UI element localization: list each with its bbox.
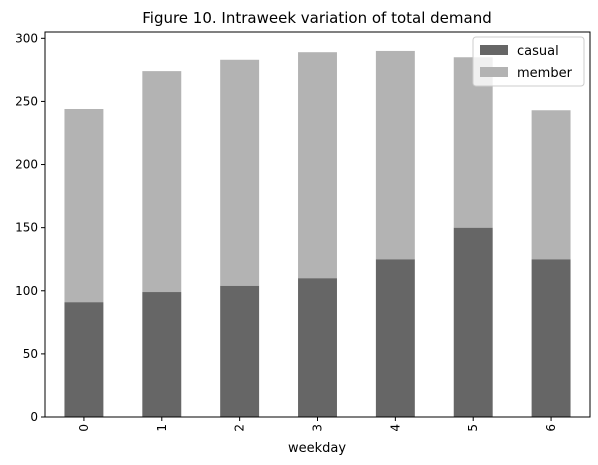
x-tick-label-4: 4 [388, 424, 402, 432]
bar-member-6 [532, 110, 571, 259]
legend: casual member [473, 37, 584, 86]
y-axis: 0 50 100 150 200 250 300 [15, 31, 45, 424]
bar-casual-6 [532, 259, 571, 417]
bar-member-3 [298, 52, 337, 278]
x-axis: 0 1 2 3 4 5 6 [77, 417, 558, 432]
bar-casual-1 [142, 292, 181, 417]
y-tick-label-300: 300 [15, 31, 38, 45]
x-tick-label-2: 2 [233, 424, 247, 432]
y-tick-label-150: 150 [15, 221, 38, 235]
x-tick-label-0: 0 [77, 424, 91, 432]
bar-casual-0 [64, 302, 103, 417]
bar-casual-2 [220, 286, 259, 417]
bar-casual-5 [454, 228, 493, 417]
legend-label-casual: casual [517, 44, 559, 59]
y-tick-label-200: 200 [15, 158, 38, 172]
x-tick-label-1: 1 [155, 424, 169, 432]
plot-area [45, 32, 590, 417]
x-tick-label-6: 6 [544, 424, 558, 432]
x-axis-label: weekday [288, 441, 346, 456]
y-tick-label-100: 100 [15, 284, 38, 298]
y-tick-label-50: 50 [23, 347, 38, 361]
bar-member-1 [142, 71, 181, 292]
x-tick-label-3: 3 [311, 424, 325, 432]
legend-swatch-member [480, 67, 508, 77]
bar-member-0 [64, 109, 103, 302]
bar-casual-4 [376, 259, 415, 417]
bar-casual-3 [298, 278, 337, 417]
x-tick-label-5: 5 [466, 424, 480, 432]
y-tick-label-250: 250 [15, 94, 38, 108]
legend-label-member: member [517, 66, 573, 81]
bar-member-2 [220, 60, 259, 286]
legend-swatch-casual [480, 45, 508, 55]
bar-member-4 [376, 51, 415, 259]
y-tick-label-0: 0 [30, 410, 38, 424]
chart-title: Figure 10. Intraweek variation of total … [142, 9, 492, 27]
